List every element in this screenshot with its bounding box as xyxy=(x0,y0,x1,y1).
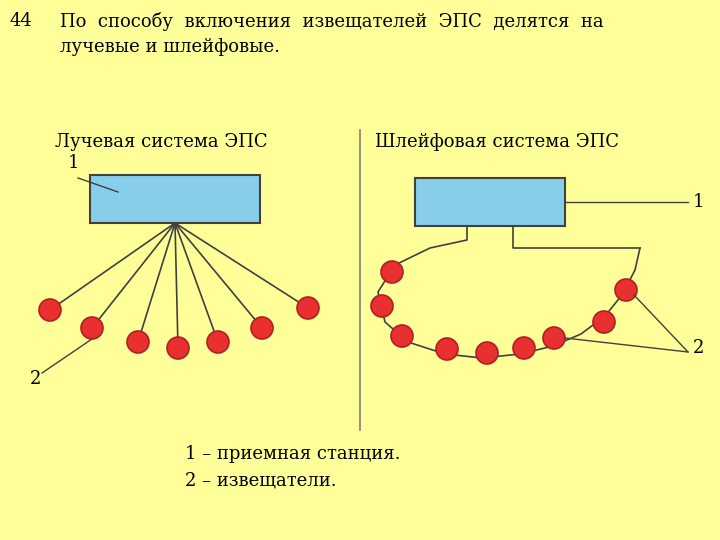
Circle shape xyxy=(476,342,498,364)
Text: Лучевая система ЭПС: Лучевая система ЭПС xyxy=(55,133,268,151)
Circle shape xyxy=(297,297,319,319)
Circle shape xyxy=(127,331,149,353)
Circle shape xyxy=(615,279,637,301)
Circle shape xyxy=(543,327,565,349)
Text: 2: 2 xyxy=(693,339,704,357)
Bar xyxy=(415,178,565,226)
Circle shape xyxy=(381,261,403,283)
Text: По  способу  включения  извещателей  ЭПС  делятся  на: По способу включения извещателей ЭПС дел… xyxy=(60,12,603,31)
Circle shape xyxy=(371,295,393,317)
Circle shape xyxy=(81,317,103,339)
Text: лучевые и шлейфовые.: лучевые и шлейфовые. xyxy=(60,38,280,56)
Text: 1: 1 xyxy=(693,193,704,211)
Circle shape xyxy=(251,317,273,339)
Circle shape xyxy=(207,331,229,353)
Text: 1: 1 xyxy=(68,154,79,172)
Text: Шлейфовая система ЭПС: Шлейфовая система ЭПС xyxy=(375,133,619,151)
Circle shape xyxy=(436,338,458,360)
Circle shape xyxy=(39,299,61,321)
Circle shape xyxy=(167,337,189,359)
Circle shape xyxy=(391,325,413,347)
Text: 44: 44 xyxy=(10,12,32,30)
Bar xyxy=(90,175,260,223)
Text: 2: 2 xyxy=(30,370,41,388)
Circle shape xyxy=(513,337,535,359)
Text: 1 – приемная станция.
2 – извещатели.: 1 – приемная станция. 2 – извещатели. xyxy=(185,445,400,489)
Circle shape xyxy=(593,311,615,333)
